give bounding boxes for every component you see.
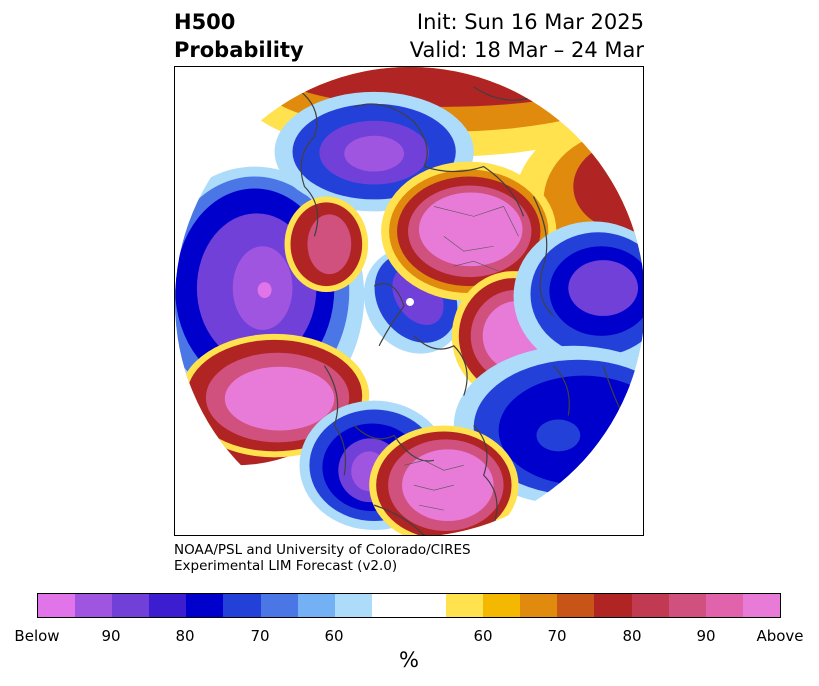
valid-dates: Valid: 18 Mar – 24 Mar bbox=[409, 38, 644, 62]
init-date: Init: Sun 16 Mar 2025 bbox=[416, 10, 644, 34]
colorbar-cell bbox=[149, 594, 187, 617]
coastlines bbox=[294, 86, 624, 535]
anomaly-field bbox=[175, 67, 643, 535]
colorbar-cell bbox=[483, 594, 521, 617]
above-region-north-america bbox=[369, 425, 519, 535]
tick-label-above-90: 90 bbox=[696, 627, 716, 645]
tick-label-above-80: 80 bbox=[622, 627, 642, 645]
colorbar-cell bbox=[594, 594, 632, 617]
tick-label-above: Above bbox=[756, 627, 804, 645]
tick-label-below-80: 80 bbox=[175, 627, 195, 645]
credit-text: NOAA/PSL and University of Colorado/CIRE… bbox=[174, 542, 471, 574]
colorbar-cell bbox=[668, 594, 706, 617]
colorbar bbox=[37, 593, 781, 618]
map-title: H500 Probability bbox=[174, 8, 304, 64]
colorbar-cell bbox=[742, 594, 780, 617]
tick-label-below-90: 90 bbox=[101, 627, 121, 645]
colorbar-cell bbox=[223, 594, 261, 617]
below-region-northeast bbox=[513, 221, 643, 371]
pole-marker bbox=[406, 298, 414, 306]
polar-map-svg bbox=[175, 67, 643, 535]
colorbar-cell bbox=[260, 594, 298, 617]
tick-label-below-70: 70 bbox=[250, 627, 270, 645]
colorbar-cell bbox=[334, 594, 372, 617]
tick-label-above-70: 70 bbox=[547, 627, 567, 645]
colorbar-cell bbox=[297, 594, 335, 617]
colorbar-cell bbox=[75, 594, 113, 617]
colorbar-cell bbox=[408, 594, 447, 617]
probability-map bbox=[174, 66, 644, 536]
colorbar-cell bbox=[631, 594, 669, 617]
title-quantity: Probability bbox=[174, 38, 304, 62]
colorbar-cell bbox=[446, 594, 484, 617]
colorbar-cell bbox=[112, 594, 150, 617]
credit-line-2: Experimental LIM Forecast (v2.0) bbox=[174, 558, 398, 574]
colorbar-units: % bbox=[399, 648, 419, 672]
colorbar-cell bbox=[38, 594, 76, 617]
tick-label-above-60: 60 bbox=[473, 627, 493, 645]
title-variable: H500 bbox=[174, 10, 236, 34]
colorbar-cell bbox=[520, 594, 558, 617]
tick-label-below-60: 60 bbox=[324, 627, 344, 645]
above-region-southwest bbox=[179, 333, 370, 458]
colorbar-cell bbox=[705, 594, 743, 617]
colorbar-cell bbox=[371, 594, 409, 617]
tick-label-below: Below bbox=[14, 627, 60, 645]
above-region-eurasia bbox=[381, 161, 557, 301]
colorbar-cell bbox=[557, 594, 595, 617]
above-region-small-west bbox=[284, 196, 369, 293]
colorbar-tick-labels: Below 90 80 70 60 60 70 80 90 Above bbox=[0, 627, 819, 647]
forecast-dates: Init: Sun 16 Mar 2025 Valid: 18 Mar – 24… bbox=[410, 8, 644, 64]
credit-line-1: NOAA/PSL and University of Colorado/CIRE… bbox=[174, 542, 471, 558]
colorbar-cell bbox=[186, 594, 224, 617]
